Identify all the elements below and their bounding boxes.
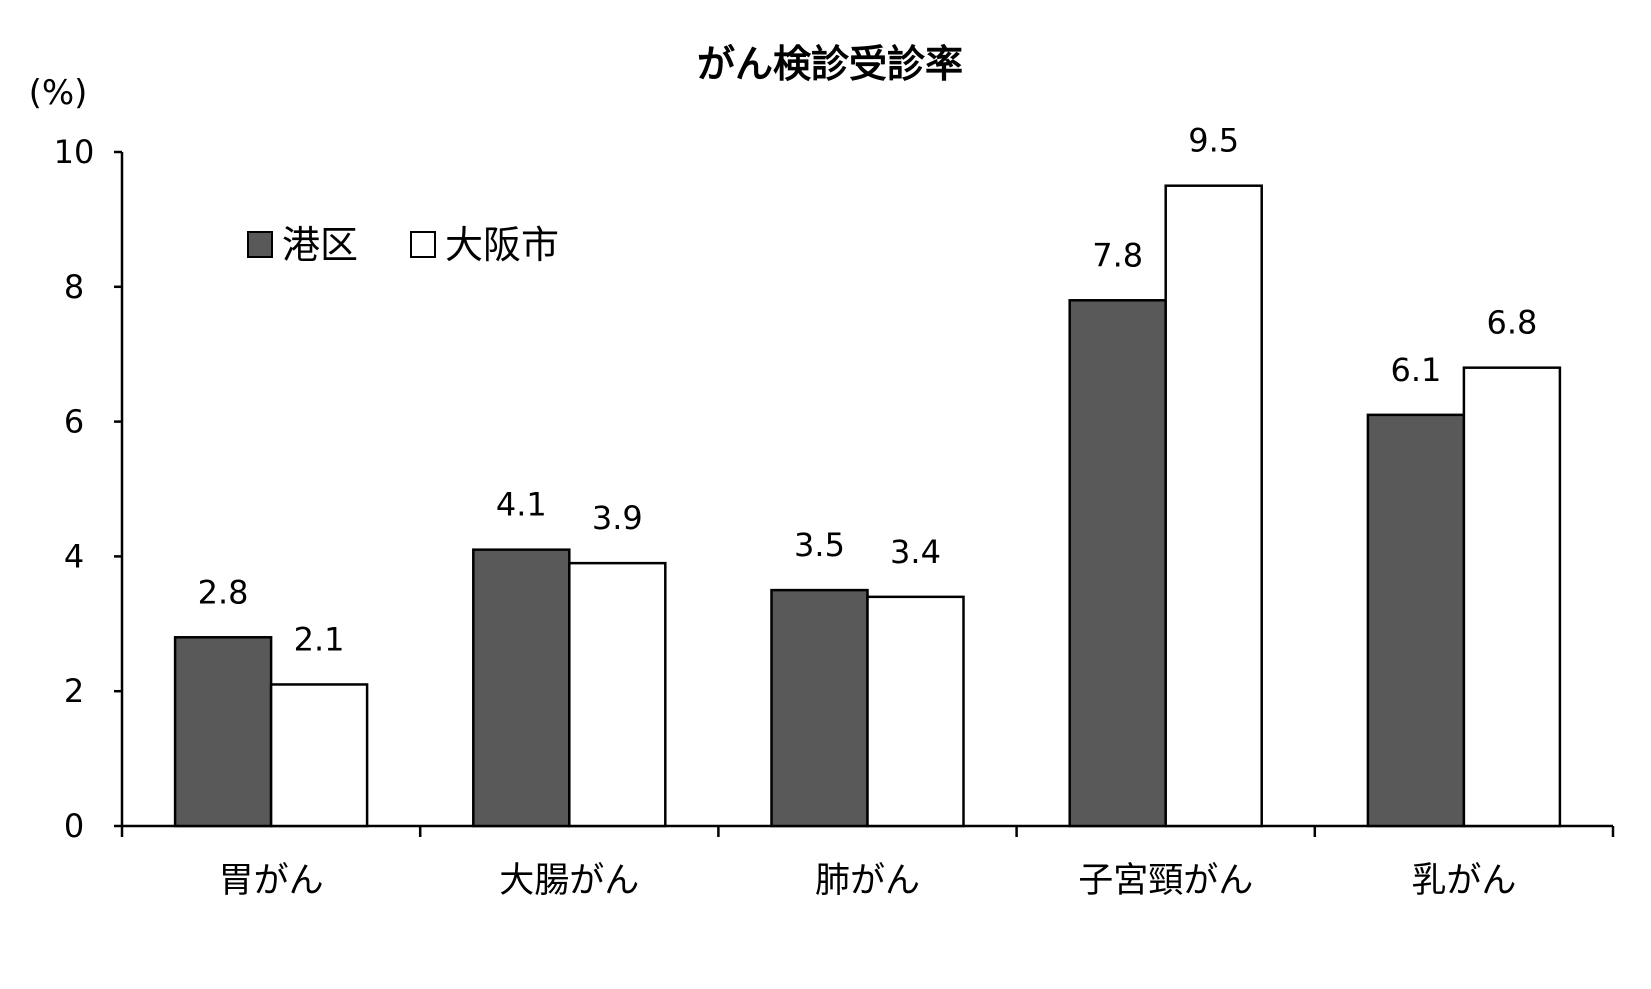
bar-minato-0	[173, 636, 273, 828]
bar-osaka-1	[568, 561, 667, 828]
chart-title: がん検診受診率	[697, 42, 963, 86]
y-tick-label: 0	[64, 807, 84, 845]
data-label: 2.8	[198, 573, 249, 611]
y-tick-label: 4	[64, 537, 84, 575]
data-label: 3.4	[890, 533, 941, 571]
y-axis-ticks: 0 2 4 6 8 10	[54, 133, 122, 845]
legend: 港区 大阪市	[247, 223, 559, 267]
bar-minato-2	[770, 588, 869, 828]
legend-swatch	[247, 231, 273, 258]
bar-minato-3	[1068, 299, 1167, 828]
x-category-label: 肺がん	[815, 861, 920, 901]
x-category-label: 胃がん	[219, 861, 324, 901]
bar-osaka-2	[866, 595, 965, 828]
y-tick-label: 2	[64, 672, 84, 710]
y-axis-unit-label: (%)	[29, 73, 88, 113]
data-label: 9.5	[1188, 122, 1239, 160]
data-label: 3.5	[794, 526, 845, 564]
legend-label: 港区	[282, 223, 358, 267]
bar-minato-4	[1366, 413, 1466, 828]
x-category-label: 乳がん	[1411, 861, 1516, 901]
bars	[173, 184, 1562, 828]
x-category-label: 子宮頸がん	[1078, 861, 1253, 901]
bar-osaka-0	[269, 683, 369, 828]
legend-label: 大阪市	[445, 223, 559, 267]
bar-osaka-3	[1164, 184, 1263, 828]
data-label: 7.8	[1092, 236, 1143, 274]
data-label: 6.8	[1486, 304, 1537, 342]
y-tick-label: 10	[54, 133, 95, 171]
bar-osaka-4	[1462, 366, 1562, 828]
y-tick-label: 8	[64, 268, 84, 306]
data-labels: 2.8 4.1 3.5 7.8 6.1 2.1 3.9 3.4 9.5 6.8	[198, 122, 1538, 659]
data-label: 6.1	[1390, 351, 1441, 389]
bar-minato-1	[472, 548, 571, 828]
y-tick-label: 6	[64, 403, 84, 441]
x-category-label: 大腸がん	[499, 861, 639, 901]
legend-swatch	[410, 231, 436, 258]
data-label: 3.9	[592, 499, 643, 537]
data-label: 2.1	[294, 620, 345, 658]
x-axis-labels: 胃がん 大腸がん 肺がん 子宮頸がん 乳がん	[120, 826, 1615, 901]
data-label: 4.1	[496, 486, 547, 524]
